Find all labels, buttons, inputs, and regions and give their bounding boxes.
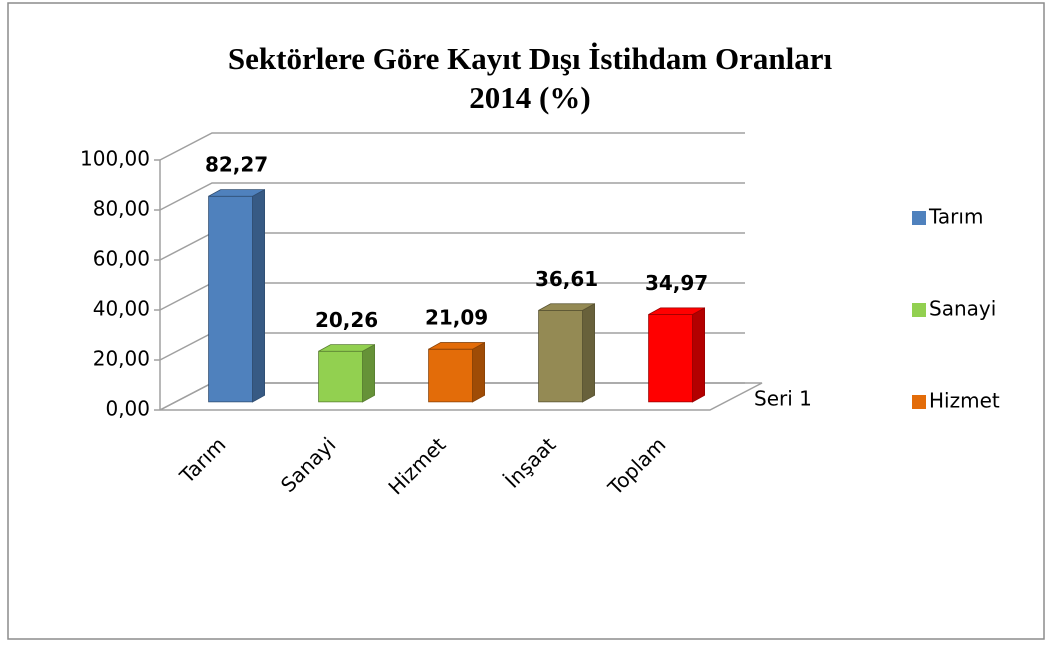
y-tick-label: 100,00 [80, 147, 150, 171]
grid-line [159, 132, 745, 161]
value-label: 34,97 [645, 271, 708, 295]
bar-side [582, 303, 595, 403]
bar-top [208, 189, 265, 197]
bar [428, 341, 486, 403]
bar [648, 307, 705, 403]
bar-side [362, 343, 376, 403]
bar [318, 343, 376, 403]
bar-front [428, 348, 474, 403]
y-tick-label: 0,00 [105, 397, 150, 421]
bar [538, 303, 595, 403]
legend-label: Hizmet [929, 389, 1000, 413]
bar-top [318, 344, 375, 352]
bar-side [252, 188, 266, 403]
y-tick-label: 40,00 [93, 297, 150, 321]
bar-top [648, 307, 705, 315]
bar-front [318, 350, 364, 403]
y-tick-label: 80,00 [93, 197, 150, 221]
chart-frame [7, 2, 1045, 640]
bar-front [648, 314, 693, 403]
legend-swatch [912, 395, 926, 409]
bar-top [428, 342, 485, 350]
grid-line [159, 182, 745, 211]
value-label: 21,09 [425, 306, 488, 330]
y-tick-label: 60,00 [93, 247, 150, 271]
legend-swatch [912, 211, 926, 225]
chart-subtitle: 2014 (%) [469, 80, 590, 115]
legend-swatch [912, 303, 926, 317]
legend-label: Sanayi [929, 297, 996, 321]
bar-front [208, 195, 254, 403]
value-label: 20,26 [315, 308, 378, 332]
bar-front [538, 309, 583, 403]
bar-side [472, 341, 486, 403]
bar-side [692, 307, 705, 403]
y-tick-label: 20,00 [93, 347, 150, 371]
legend-label: Tarım [928, 205, 983, 229]
bar [208, 188, 266, 403]
value-label: 82,27 [205, 153, 268, 177]
depth-axis-label: Seri 1 [754, 387, 812, 411]
chart-title: Sektörlere Göre Kayıt Dışı İstihdam Oran… [228, 41, 833, 76]
bar-top [538, 303, 595, 311]
value-label: 36,61 [535, 267, 598, 291]
